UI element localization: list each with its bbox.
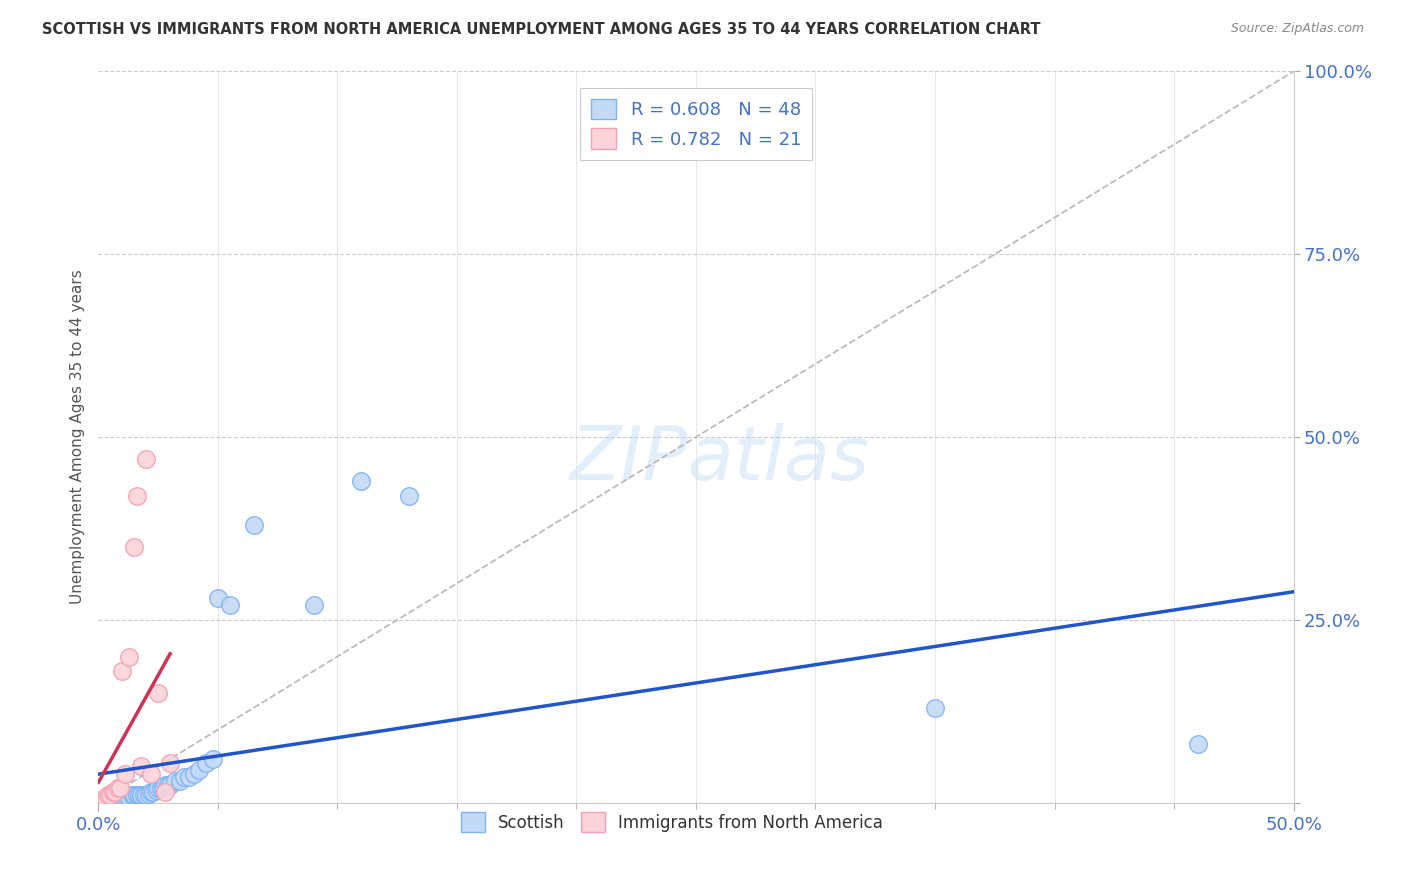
Point	[94, 792, 117, 806]
Point	[121, 789, 143, 803]
Point	[169, 773, 191, 788]
Point	[98, 789, 122, 803]
Point	[101, 785, 124, 799]
Point	[924, 700, 946, 714]
Point	[131, 789, 153, 803]
Point	[124, 540, 146, 554]
Point	[148, 781, 170, 796]
Point	[97, 789, 120, 803]
Point	[159, 756, 181, 770]
Point	[138, 787, 160, 801]
Point	[139, 766, 162, 780]
Legend: Scottish, Immigrants from North America: Scottish, Immigrants from North America	[454, 805, 890, 838]
Point	[243, 517, 266, 532]
Point	[98, 792, 122, 806]
Point	[107, 781, 129, 796]
Point	[94, 796, 117, 810]
Point	[183, 766, 205, 780]
Point	[152, 780, 174, 794]
Point	[111, 664, 134, 678]
Point	[91, 796, 114, 810]
Point	[195, 756, 218, 770]
Point	[87, 796, 110, 810]
Point	[173, 770, 195, 784]
Point	[155, 785, 177, 799]
Point	[104, 792, 127, 806]
Point	[124, 789, 146, 803]
Point	[118, 789, 141, 804]
Point	[1187, 737, 1209, 751]
Point	[87, 796, 110, 810]
Point	[149, 781, 172, 796]
Point	[156, 778, 179, 792]
Point	[350, 474, 373, 488]
Text: Source: ZipAtlas.com: Source: ZipAtlas.com	[1230, 22, 1364, 36]
Text: SCOTTISH VS IMMIGRANTS FROM NORTH AMERICA UNEMPLOYMENT AMONG AGES 35 TO 44 YEARS: SCOTTISH VS IMMIGRANTS FROM NORTH AMERIC…	[42, 22, 1040, 37]
Point	[142, 785, 165, 799]
Point	[128, 789, 150, 803]
Point	[115, 789, 138, 804]
Y-axis label: Unemployment Among Ages 35 to 44 years: Unemployment Among Ages 35 to 44 years	[69, 269, 84, 605]
Point	[163, 773, 186, 788]
Point	[114, 790, 136, 805]
Point	[108, 781, 131, 796]
Point	[97, 796, 120, 810]
Point	[91, 792, 114, 806]
Point	[155, 778, 177, 792]
Point	[398, 489, 420, 503]
Text: ZIPatlas: ZIPatlas	[569, 423, 870, 495]
Point	[148, 686, 170, 700]
Point	[114, 766, 136, 780]
Point	[104, 785, 127, 799]
Point	[132, 789, 155, 803]
Point	[107, 792, 129, 806]
Point	[145, 782, 167, 797]
Point	[135, 789, 157, 803]
Point	[159, 778, 181, 792]
Point	[219, 599, 242, 613]
Point	[302, 599, 325, 613]
Point	[139, 785, 162, 799]
Point	[207, 591, 229, 605]
Point	[101, 792, 124, 806]
Point	[90, 796, 112, 810]
Point	[179, 770, 201, 784]
Point	[135, 452, 157, 467]
Point	[125, 789, 148, 803]
Point	[131, 759, 153, 773]
Point	[202, 752, 225, 766]
Point	[124, 789, 146, 803]
Point	[111, 792, 134, 806]
Point	[90, 796, 112, 810]
Point	[108, 792, 131, 806]
Point	[118, 649, 141, 664]
Point	[125, 489, 148, 503]
Point	[187, 763, 209, 777]
